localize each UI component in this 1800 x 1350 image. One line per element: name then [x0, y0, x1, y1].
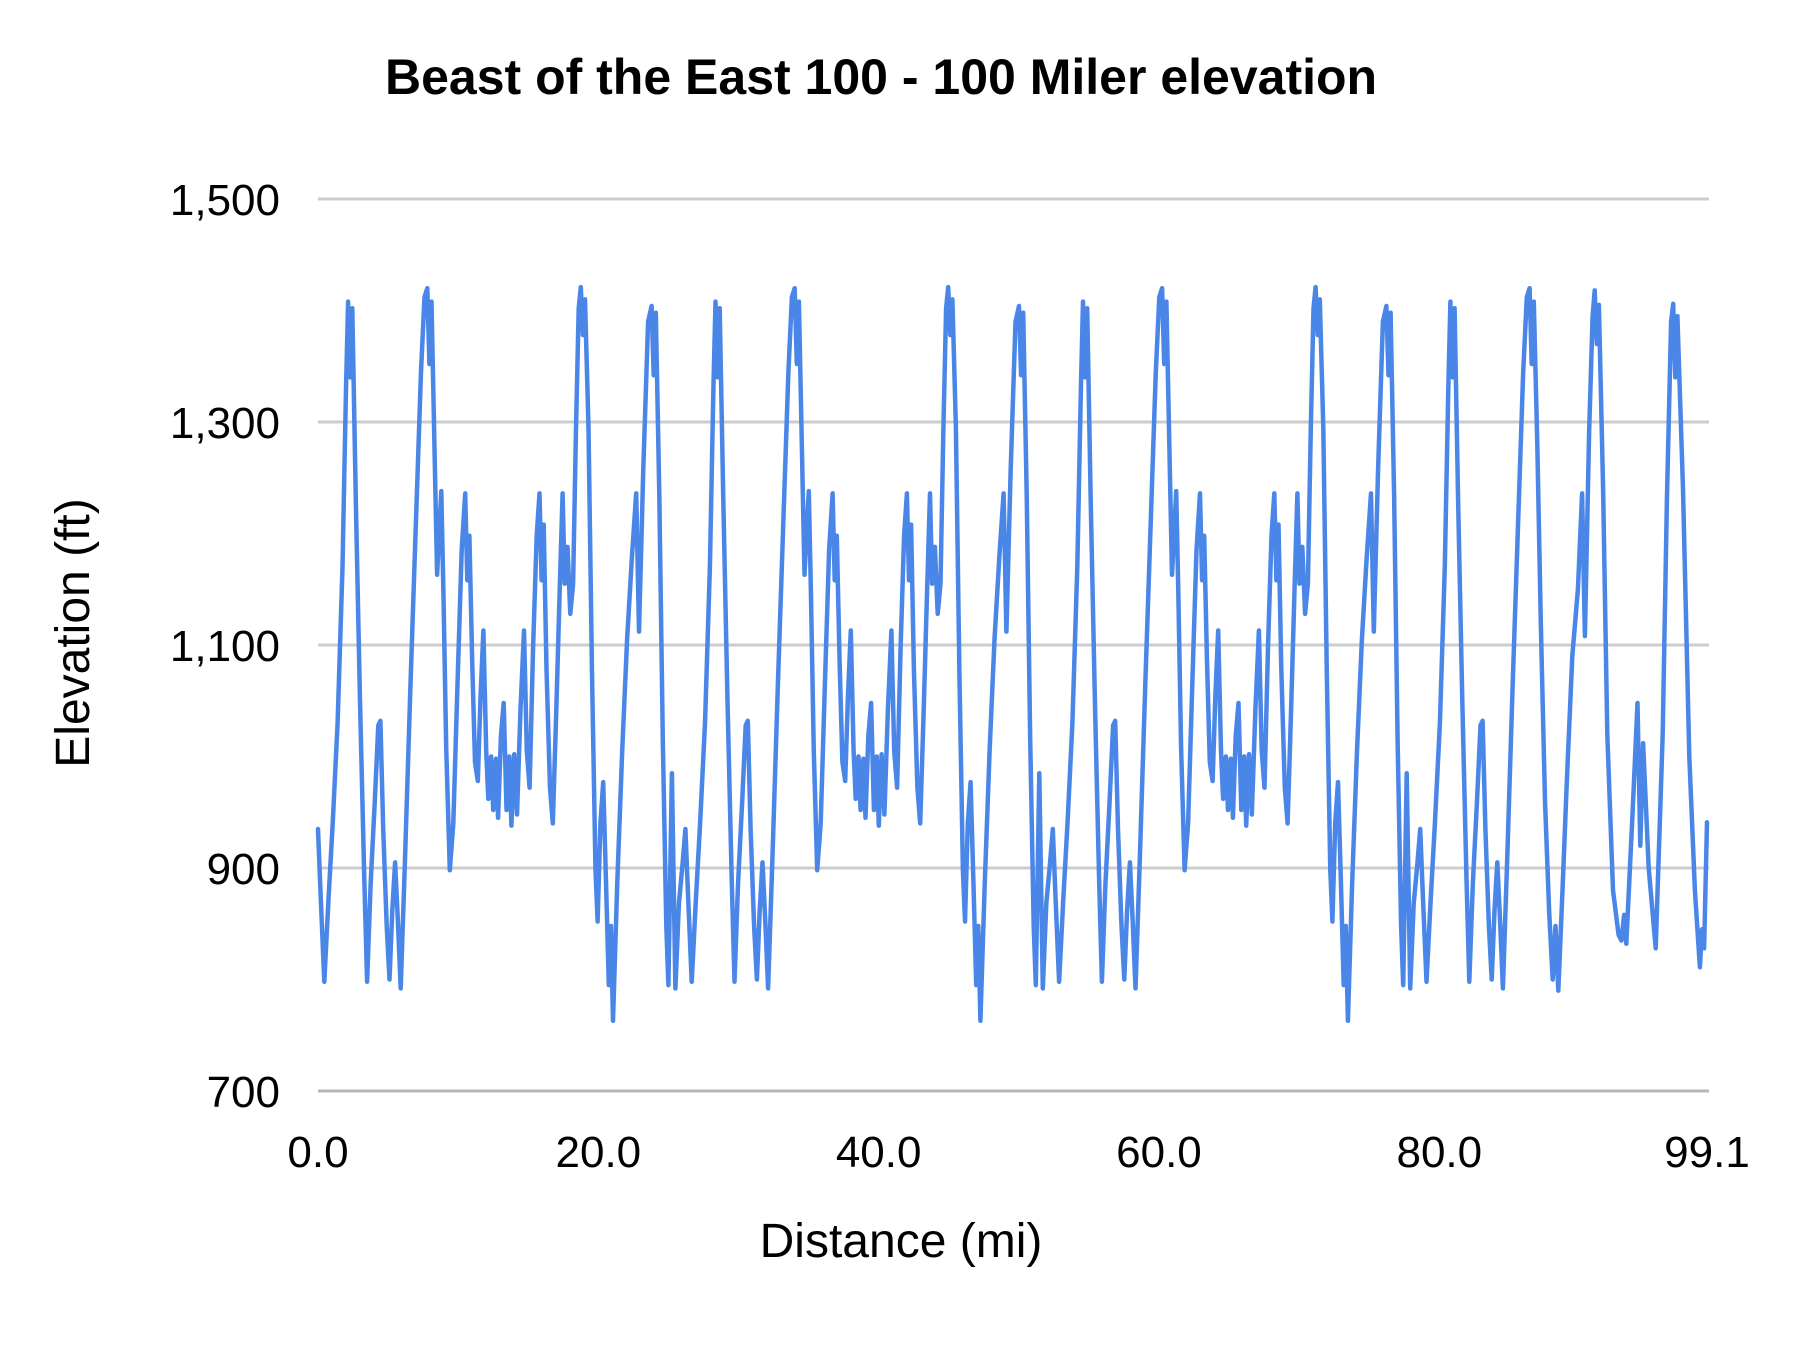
- y-tick-label: 1,100: [170, 622, 280, 671]
- x-tick-label: 80.0: [1396, 1128, 1482, 1177]
- x-tick-label: 60.0: [1116, 1128, 1202, 1177]
- chart-title: Beast of the East 100 - 100 Miler elevat…: [385, 49, 1378, 105]
- y-tick-label: 700: [207, 1068, 280, 1117]
- x-axis-title: Distance (mi): [759, 1215, 1043, 1268]
- x-tick-label: 99.1: [1664, 1128, 1750, 1177]
- x-tick-label: 0.0: [287, 1128, 348, 1177]
- x-tick-label: 20.0: [556, 1128, 642, 1177]
- y-tick-label: 1,500: [170, 176, 280, 225]
- x-tick-label: 40.0: [836, 1128, 922, 1177]
- y-tick-label: 1,300: [170, 399, 280, 448]
- elevation-series-line: [315, 284, 1710, 1024]
- y-tick-label: 900: [207, 845, 280, 894]
